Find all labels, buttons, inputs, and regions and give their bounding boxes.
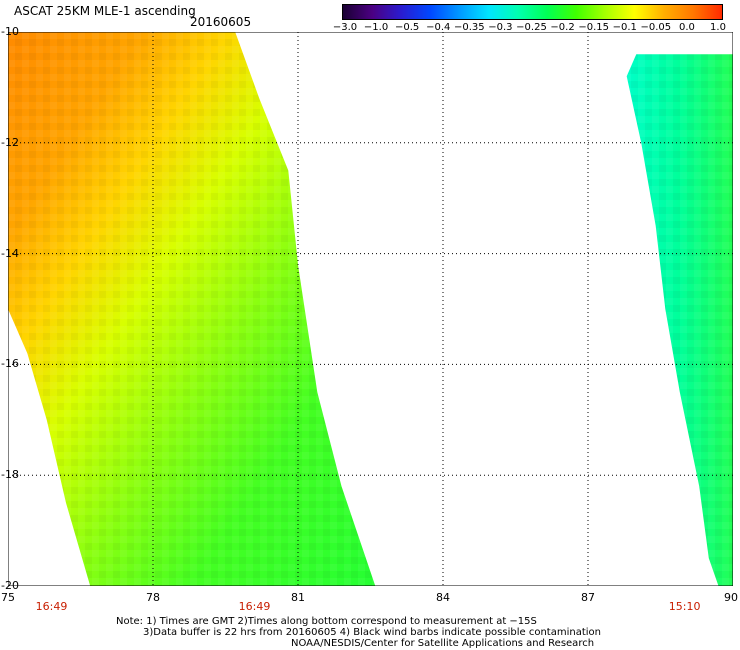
colorbar-tick-label: −0.3 — [488, 22, 513, 33]
grid-layer — [8, 32, 733, 586]
swath-layer — [8, 32, 733, 586]
colorbar-tick-label: −3.0 — [332, 22, 358, 33]
x-tick-label: 75 — [1, 591, 15, 604]
x-tick-label: 87 — [581, 591, 595, 604]
colorbar-tick-label: −0.5 — [395, 22, 420, 33]
map-date: 20160605 — [190, 15, 252, 29]
colorbar — [342, 4, 723, 20]
footer-note-line1: Note: 1) Times are GMT 2)Times along bot… — [116, 616, 537, 627]
map-plot — [8, 32, 733, 586]
y-tick-label: -14 — [1, 246, 19, 260]
colorbar-tick-label: −0.2 — [550, 22, 575, 33]
y-tick-label: -20 — [1, 579, 19, 592]
footer-note-line3: NOAA/NESDIS/Center for Satellite Applica… — [291, 638, 595, 649]
colorbar-tick-label: −0.15 — [578, 22, 609, 33]
y-tick-label: -18 — [1, 468, 19, 482]
footer-note-line2: 3)Data buffer is 22 hrs from 20160605 4)… — [143, 627, 601, 638]
swath-time-label: 16:49 — [238, 600, 271, 613]
colorbar-tick-label: 0.0 — [678, 22, 695, 33]
west-swath-texture — [8, 32, 376, 586]
colorbar-tick-label: −0.05 — [640, 22, 672, 33]
y-tick-label: -10 — [1, 25, 19, 38]
swath-time-label: 16:49 — [35, 600, 68, 613]
colorbar-tick-label: −0.25 — [516, 22, 547, 33]
colorbar-tick-label: −1.0 — [363, 22, 389, 33]
x-tick-label: 84 — [436, 591, 450, 604]
colorbar-tick-label: 1.0 — [710, 22, 726, 33]
y-tick-label: -12 — [1, 135, 19, 149]
x-tick-label: 90 — [724, 591, 738, 604]
x-tick-label: 78 — [146, 591, 160, 604]
swath-time-label: 15:10 — [668, 600, 701, 613]
colorbar-tick-label: −0.35 — [454, 22, 485, 33]
map-title: ASCAT 25KM MLE-1 ascending — [14, 4, 196, 18]
colorbar-tick-label: −0.1 — [612, 22, 637, 33]
east-swath-texture — [626, 54, 733, 586]
y-tick-label: -16 — [1, 357, 19, 371]
colorbar-tick-label: −0.4 — [426, 22, 451, 33]
x-tick-label: 81 — [291, 591, 305, 604]
